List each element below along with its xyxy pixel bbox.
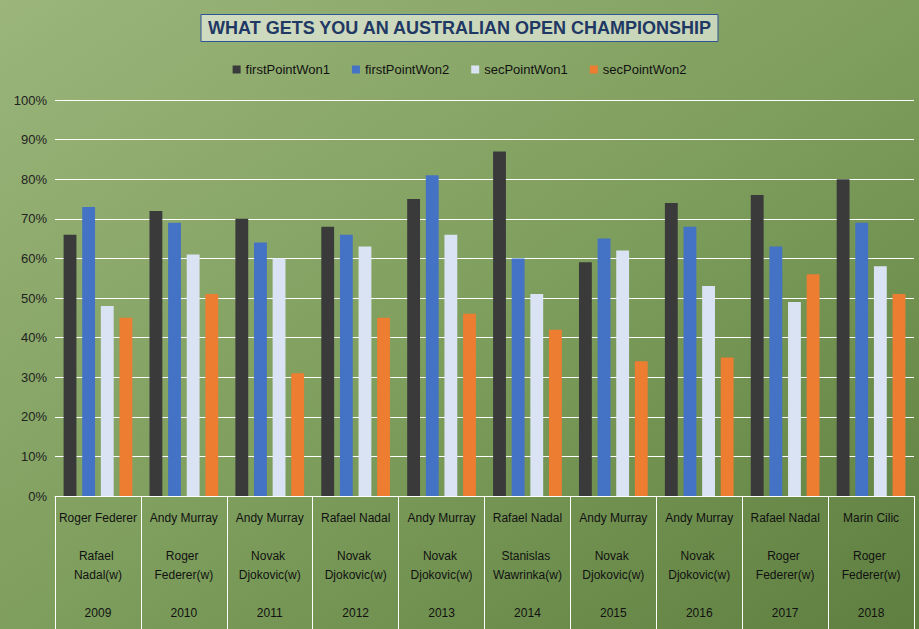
svg-text:2010: 2010 [170,606,197,620]
svg-text:WHAT GETS YOU AN AUSTRALIAN OP: WHAT GETS YOU AN AUSTRALIAN OPEN CHAMPIO… [208,18,711,38]
svg-text:2013: 2013 [428,606,455,620]
svg-text:2016: 2016 [686,606,713,620]
svg-text:Andy Murray: Andy Murray [408,511,476,525]
svg-text:Novak: Novak [423,549,460,563]
svg-text:2018: 2018 [858,606,885,620]
svg-text:Roger: Roger [853,549,889,563]
svg-text:Rafael Nadal: Rafael Nadal [750,511,819,525]
svg-text:firstPointWon1: firstPointWon1 [246,62,330,77]
svg-text:Rafael: Rafael [79,549,117,563]
svg-text:Novak: Novak [681,549,718,563]
svg-text:2011: 2011 [257,606,283,620]
svg-text:100%: 100% [14,93,48,108]
svg-text:2009: 2009 [85,606,112,620]
svg-text:10%: 10% [21,449,47,464]
svg-text:Novak: Novak [595,549,632,563]
svg-text:secPointWon1: secPointWon1 [484,62,568,77]
svg-text:Djokovic(w): Djokovic(w) [411,568,473,582]
svg-text:50%: 50% [21,291,47,306]
svg-text:70%: 70% [21,211,47,226]
svg-text:Djokovic(w): Djokovic(w) [239,568,301,582]
svg-text:2014: 2014 [514,606,541,620]
svg-text:Roger: Roger [767,549,803,563]
svg-text:80%: 80% [21,172,47,187]
svg-text:Andy Murray: Andy Murray [236,511,304,525]
svg-text:Andy Murray: Andy Murray [579,511,647,525]
svg-text:firstPointWon2: firstPointWon2 [365,62,449,77]
svg-text:Federer(w): Federer(w) [756,568,815,582]
svg-text:40%: 40% [21,330,47,345]
svg-text:Djokovic(w): Djokovic(w) [582,568,644,582]
svg-text:2015: 2015 [600,606,627,620]
svg-text:Federer(w): Federer(w) [842,568,901,582]
svg-text:30%: 30% [21,370,47,385]
svg-text:0%: 0% [28,489,47,504]
svg-text:secPointWon2: secPointWon2 [603,62,687,77]
svg-text:2012: 2012 [342,606,369,620]
svg-text:2017: 2017 [772,606,799,620]
svg-text:Andy Murray: Andy Murray [150,511,218,525]
svg-text:Federer(w): Federer(w) [155,568,214,582]
svg-text:Wawrinka(w): Wawrinka(w) [493,568,562,582]
svg-text:Djokovic(w): Djokovic(w) [668,568,730,582]
svg-text:20%: 20% [21,409,47,424]
svg-text:Stanislas: Stanislas [501,549,553,563]
svg-text:Nadal(w): Nadal(w) [74,568,122,582]
svg-text:Roger: Roger [166,549,202,563]
svg-text:Andy Murray: Andy Murray [665,511,733,525]
svg-text:Rafael Nadal: Rafael Nadal [493,511,562,525]
svg-text:60%: 60% [21,251,47,266]
svg-text:Djokovic(w): Djokovic(w) [325,568,387,582]
svg-text:Rafael Nadal: Rafael Nadal [321,511,390,525]
svg-text:Marin Cilic: Marin Cilic [843,511,899,525]
svg-text:Novak: Novak [337,549,374,563]
svg-text:Roger Federer: Roger Federer [59,511,137,525]
svg-text:90%: 90% [21,132,47,147]
svg-text:Novak: Novak [251,549,288,563]
